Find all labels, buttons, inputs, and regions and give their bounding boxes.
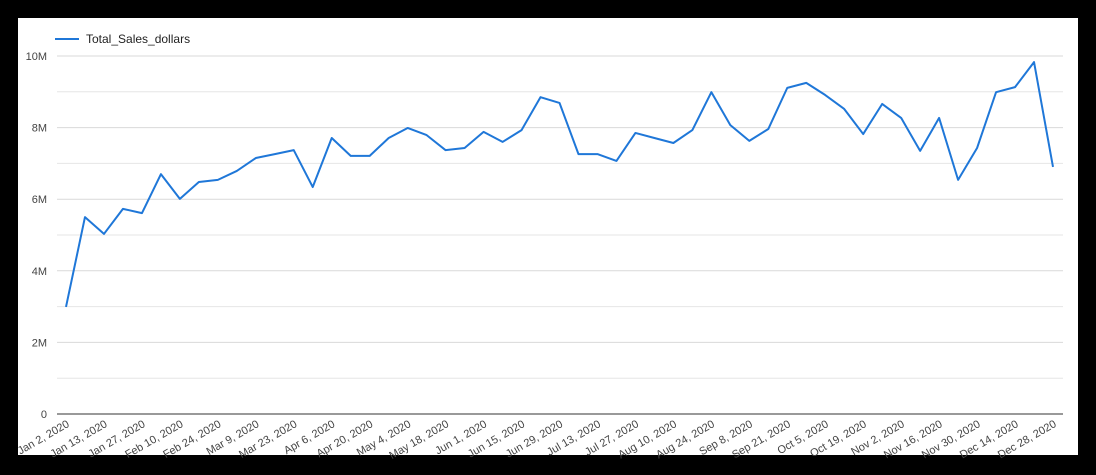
y-tick-label: 10M [26, 51, 47, 63]
y-tick-label: 6M [32, 194, 47, 206]
chart-background [18, 18, 1078, 455]
y-tick-label: 0 [41, 409, 47, 421]
legend-label: Total_Sales_dollars [86, 32, 190, 46]
data-line [65, 61, 1054, 308]
y-tick-label: 2M [32, 337, 47, 349]
y-tick-label: 8M [32, 123, 47, 135]
y-tick-label: 4M [32, 266, 47, 278]
